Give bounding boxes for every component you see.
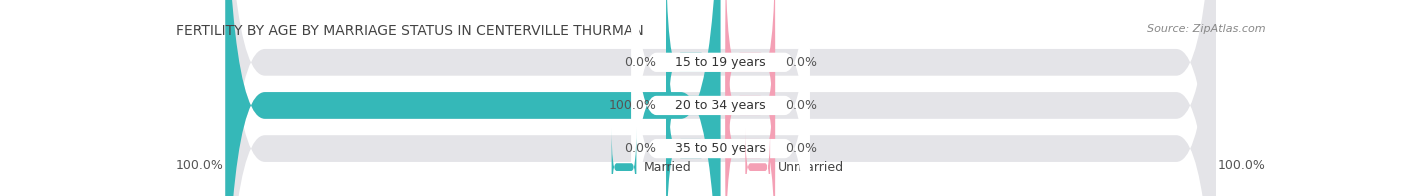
FancyBboxPatch shape — [666, 0, 716, 182]
Text: 0.0%: 0.0% — [624, 142, 657, 155]
FancyBboxPatch shape — [631, 0, 810, 196]
FancyBboxPatch shape — [666, 29, 716, 196]
FancyBboxPatch shape — [631, 0, 810, 196]
Text: 0.0%: 0.0% — [785, 99, 817, 112]
Text: 100.0%: 100.0% — [176, 159, 224, 172]
FancyBboxPatch shape — [612, 128, 637, 196]
FancyBboxPatch shape — [745, 128, 770, 196]
Text: 0.0%: 0.0% — [624, 56, 657, 69]
Text: FERTILITY BY AGE BY MARRIAGE STATUS IN CENTERVILLE THURMAN: FERTILITY BY AGE BY MARRIAGE STATUS IN C… — [176, 24, 644, 38]
Text: 20 to 34 years: 20 to 34 years — [675, 99, 766, 112]
FancyBboxPatch shape — [725, 0, 775, 182]
Text: Unmarried: Unmarried — [778, 161, 844, 174]
FancyBboxPatch shape — [725, 0, 775, 196]
FancyBboxPatch shape — [225, 0, 1216, 196]
Text: 100.0%: 100.0% — [1218, 159, 1265, 172]
FancyBboxPatch shape — [225, 0, 1216, 196]
Text: 0.0%: 0.0% — [785, 142, 817, 155]
Text: 100.0%: 100.0% — [609, 99, 657, 112]
Text: Married: Married — [644, 161, 692, 174]
FancyBboxPatch shape — [725, 29, 775, 196]
Text: Source: ZipAtlas.com: Source: ZipAtlas.com — [1147, 24, 1265, 34]
FancyBboxPatch shape — [225, 0, 1216, 196]
Text: 15 to 19 years: 15 to 19 years — [675, 56, 766, 69]
FancyBboxPatch shape — [225, 0, 721, 196]
Text: 0.0%: 0.0% — [785, 56, 817, 69]
FancyBboxPatch shape — [666, 0, 716, 196]
Text: 35 to 50 years: 35 to 50 years — [675, 142, 766, 155]
FancyBboxPatch shape — [631, 0, 810, 196]
